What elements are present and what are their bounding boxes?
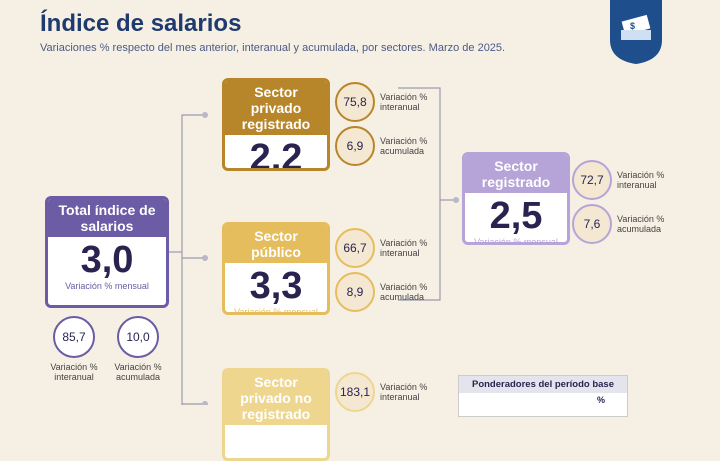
- sector-header: Sector privado registrado: [225, 81, 327, 135]
- stat-label: Variación % acumulada: [114, 362, 162, 382]
- sector-box: Sector público 3,3 Variación % mensual: [222, 222, 330, 315]
- sector-value: 3,3: [249, 265, 303, 307]
- stat-circle: 85,7: [53, 316, 95, 358]
- sector-value: 2,5: [489, 195, 543, 237]
- connectors: [168, 87, 459, 405]
- stat-circle: 8,9: [335, 272, 375, 312]
- sector-caption: Variación % mensual: [234, 307, 318, 315]
- weights-title: Ponderadores del período base: [459, 376, 627, 393]
- total-header: Total índice de salarios: [48, 199, 166, 237]
- svg-text:$: $: [630, 21, 635, 31]
- stat-label: Variación % interanual: [380, 382, 428, 402]
- sector-header: Sector público: [225, 225, 327, 263]
- stat-label: Variación % interanual: [50, 362, 98, 382]
- sector-value: 2,2: [249, 137, 303, 171]
- stat-label: Variación % interanual: [380, 92, 428, 112]
- sector-header: Sector privado no registrado: [225, 371, 327, 425]
- page: {"header": {"title": "Índice de salarios…: [40, 0, 665, 461]
- total-box: Total índice de salarios 3,0 Variación %…: [45, 196, 169, 308]
- stat-circle: 183,1: [335, 372, 375, 412]
- stat-circle: 75,8: [335, 82, 375, 122]
- stat-label: Variación % acumulada: [617, 214, 665, 234]
- sector-header: Sector registrado: [465, 155, 567, 193]
- weights-table: Ponderadores del período base %: [458, 375, 628, 417]
- stat-circle: 72,7: [572, 160, 612, 200]
- sector-box: Sector privado no registrado: [222, 368, 330, 461]
- stat-label: Variación % interanual: [617, 170, 665, 190]
- sector-box: Sector registrado 2,5 Variación % mensual: [462, 152, 570, 245]
- subtitle: Variaciones % respecto del mes anterior,…: [40, 42, 506, 54]
- stat-circle: 66,7: [335, 228, 375, 268]
- weights-column: %: [596, 395, 605, 405]
- logo-icon: $: [610, 0, 662, 64]
- stat-label: Variación % acumulada: [380, 282, 428, 302]
- sector-caption: Variación % mensual: [474, 237, 558, 245]
- title: Índice de salarios: [40, 10, 242, 37]
- stat-circle: 10,0: [117, 316, 159, 358]
- stat-label: Variación % acumulada: [380, 136, 428, 156]
- stat-circle: 7,6: [572, 204, 612, 244]
- stat-label: Variación % interanual: [380, 238, 428, 258]
- total-value: 3,0: [80, 239, 134, 281]
- stat-circle: 6,9: [335, 126, 375, 166]
- total-caption: Variación % mensual: [65, 281, 149, 291]
